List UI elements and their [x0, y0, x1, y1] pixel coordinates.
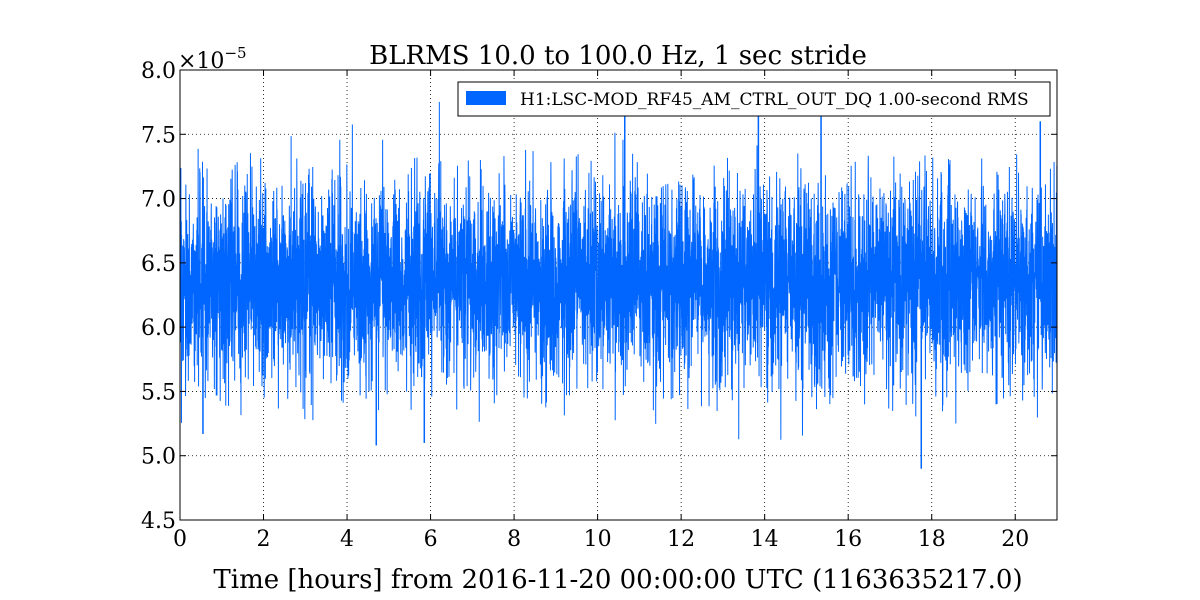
y-tick-label: 6.5 — [141, 252, 176, 277]
x-tick-label: 14 — [751, 527, 779, 552]
y-tick-label: 5.5 — [141, 380, 176, 405]
y-multiplier-base: ×10 — [178, 49, 224, 74]
legend-frame — [457, 81, 1051, 117]
legend-label: H1:LSC-MOD_RF45_AM_CTRL_OUT_DQ 1.00-seco… — [520, 90, 1029, 110]
series-line — [179, 101, 1058, 469]
legend: H1:LSC-MOD_RF45_AM_CTRL_OUT_DQ 1.00-seco… — [457, 81, 1051, 117]
x-tick-label: 18 — [918, 527, 946, 552]
x-tick-label: 0 — [173, 527, 187, 552]
x-tick-label: 4 — [340, 527, 354, 552]
ticks-group — [179, 69, 1057, 521]
x-tick-label: 12 — [667, 527, 695, 552]
y-tick-labels: 4.5 5.0 5.5 6.0 6.5 7.0 7.5 8.0 — [141, 59, 176, 534]
y-tick-label: 7.0 — [141, 188, 176, 213]
y-tick-label: 8.0 — [141, 59, 176, 84]
y-tick-label: 7.5 — [141, 123, 176, 148]
x-tick-labels: 0 2 4 6 8 10 12 14 16 18 20 — [173, 527, 1029, 552]
y-axis-multiplier: ×10−5 — [178, 44, 247, 74]
x-axis-label: Time [hours] from 2016-11-20 00:00:00 UT… — [213, 565, 1022, 595]
x-tick-label: 2 — [257, 527, 271, 552]
x-tick-label: 16 — [834, 527, 862, 552]
x-tick-label: 10 — [584, 527, 612, 552]
plot-area — [179, 69, 1058, 521]
legend-swatch — [466, 91, 506, 105]
x-tick-label: 20 — [1001, 527, 1029, 552]
plot-frame — [179, 69, 1058, 521]
y-multiplier-exponent: −5 — [224, 44, 246, 62]
x-tick-label: 6 — [424, 527, 438, 552]
y-tick-label: 5.0 — [141, 445, 176, 470]
x-tick-label: 8 — [507, 527, 521, 552]
chart-title: BLRMS 10.0 to 100.0 Hz, 1 sec stride — [369, 41, 867, 71]
series-group — [179, 101, 1058, 469]
y-tick-label: 4.5 — [141, 509, 176, 534]
y-tick-label: 6.0 — [141, 316, 176, 341]
